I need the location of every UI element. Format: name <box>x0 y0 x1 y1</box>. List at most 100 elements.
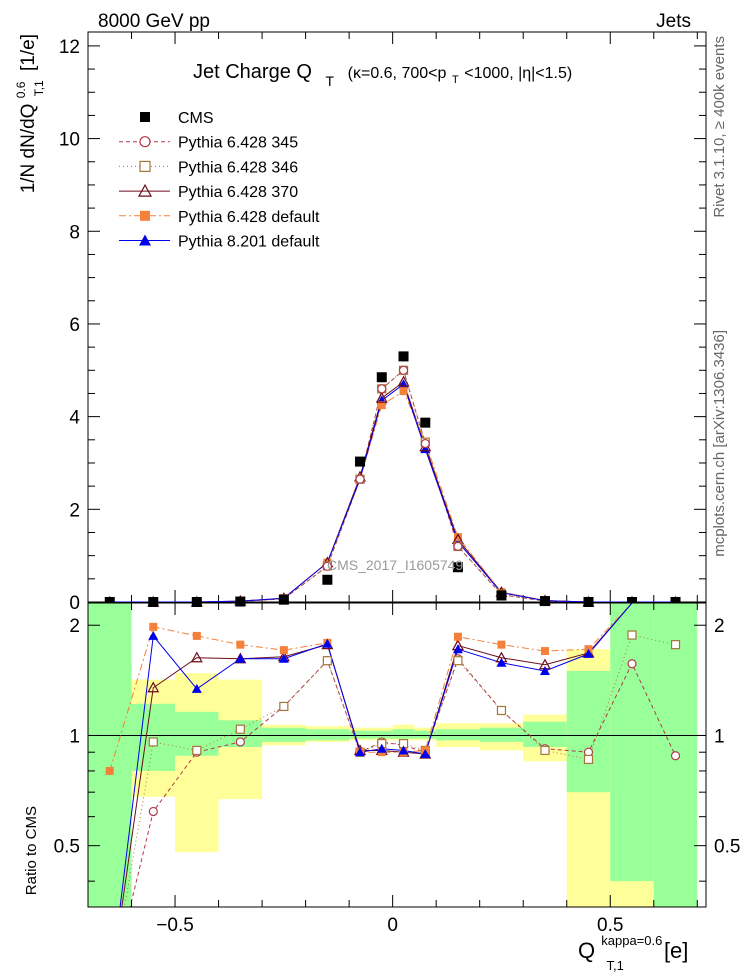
ratio-data-point <box>148 806 158 817</box>
main-data-point <box>453 541 463 551</box>
main-markers-layer <box>103 351 682 607</box>
legend-label: Pythia 6.428 370 <box>178 184 298 201</box>
main-data-point <box>420 417 431 428</box>
ratio-data-point <box>147 681 160 693</box>
legend: CMS Pythia 6.428 345 Pythia 6.428 346 Pythi… <box>119 110 320 251</box>
main-y-tick-label: 0 <box>69 593 80 614</box>
ratio-y-tick-label: 0.5 <box>54 837 80 858</box>
main-data-point <box>398 351 409 362</box>
main-data-point <box>104 597 115 607</box>
ratio-bands <box>88 603 698 907</box>
ratio-band-green <box>479 727 524 742</box>
ratio-data-point <box>453 656 463 666</box>
main-data-point <box>322 561 332 571</box>
main-y-tick-label: 12 <box>59 37 80 58</box>
ratio-band-green <box>349 730 371 739</box>
ratio-series-line <box>129 657 676 907</box>
main-data-point <box>278 594 289 605</box>
main-data-point <box>375 391 388 403</box>
ratio-y-tick-label: 2 <box>69 616 80 637</box>
ratio-data-point <box>148 737 158 747</box>
main-data-point <box>420 438 430 449</box>
ratio-band-green <box>610 603 654 882</box>
ratio-data-point <box>376 743 387 753</box>
main-data-point <box>148 597 159 607</box>
watermark: CMS_2017_I1605749 <box>327 557 463 573</box>
x-axis-label: Q kappa=0.6 T,1 [e] <box>578 925 688 972</box>
legend-item: CMS <box>140 110 214 127</box>
ratio-panel: −0.5 0 0.5 0.5 0.5 1 1 2 2 Ratio to CMS Q kappa… <box>23 602 740 972</box>
header-right: Jets <box>656 11 691 32</box>
x-axis-label-sup: kappa=0.6 <box>601 933 662 948</box>
main-data-point <box>376 372 387 383</box>
ratio-data-point <box>235 653 246 663</box>
ratio-y-ticks: 0.5 0.5 1 1 2 2 <box>54 616 740 882</box>
ratio-data-point <box>539 665 550 675</box>
ratio-data-point <box>149 622 158 631</box>
chart-title-main: Jet Charge Q <box>193 61 312 83</box>
chart-title-cond-end: <1000, |η|<1.5) <box>464 65 572 82</box>
chart-title-cond-sub: T <box>452 74 459 86</box>
main-y-ticks: 0 2 4 6 8 10 12 <box>59 37 706 614</box>
ratio-data-point <box>670 751 681 761</box>
main-data-point <box>235 596 246 607</box>
ratio-data-point <box>105 766 114 775</box>
ratio-band-green <box>305 729 350 741</box>
main-data-point <box>191 597 202 607</box>
ratio-data-point <box>627 630 637 640</box>
x-axis-label-sub: T,1 <box>606 958 623 972</box>
ratio-data-point <box>279 701 289 712</box>
legend-marker <box>140 112 150 122</box>
ratio-data-point <box>279 646 288 655</box>
main-data-point <box>583 597 594 607</box>
main-series-layer <box>109 369 676 602</box>
ratio-data-point <box>235 737 245 747</box>
ratio-band-green <box>523 721 567 747</box>
ratio-data-point <box>452 644 463 654</box>
ratio-band-yellow <box>175 673 219 853</box>
main-data-point <box>496 590 507 601</box>
ratio-x-tick-label: −0.5 <box>156 915 194 936</box>
main-data-point <box>670 597 681 607</box>
ratio-data-point <box>192 745 202 756</box>
main-y-tick-label: 8 <box>69 222 80 243</box>
legend-label: Pythia 8.201 default <box>178 234 320 251</box>
ratio-band-green <box>414 730 437 739</box>
ratio-y-label: Ratio to CMS <box>23 806 40 895</box>
main-data-point <box>453 533 462 542</box>
side-rivet: Rivet 3.1.10, ≥ 400k events <box>711 36 728 218</box>
legend-item: Pythia 6.428 370 <box>119 183 298 201</box>
ratio-band-green <box>370 730 393 739</box>
legend-item: Pythia 6.428 346 <box>119 159 298 176</box>
ratio-x-tick-label: 0.5 <box>597 915 623 936</box>
legend-marker <box>139 234 151 246</box>
ratio-data-point <box>627 659 637 669</box>
side-mcplots: mcplots.cern.ch [arXiv:1306.3436] <box>711 330 728 557</box>
header-left: 8000 GeV pp <box>98 11 210 32</box>
main-data-point <box>452 562 463 573</box>
main-data-point <box>355 456 366 467</box>
ratio-data-point <box>355 747 366 757</box>
main-data-point <box>377 401 386 410</box>
legend-label: CMS <box>178 110 214 127</box>
main-panel: 0 2 4 6 8 10 12 Jet Charge Q T (κ=0.6, 700<p T… <box>14 31 707 614</box>
ratio-y-tick-label-right: 2 <box>714 616 725 637</box>
ratio-data-point <box>583 648 594 658</box>
ratio-markers-layer <box>105 622 681 817</box>
ratio-x-tick-label: 0 <box>387 915 398 936</box>
legend-marker <box>139 136 151 148</box>
ratio-data-point <box>148 630 159 640</box>
ratio-band-green <box>392 729 415 739</box>
main-y-tick-label: 10 <box>59 130 80 151</box>
main-frame <box>87 31 707 603</box>
legend-label: Pythia 6.428 346 <box>178 159 298 176</box>
x-axis-label-main: Q <box>578 938 595 963</box>
main-y-label-main: 1/N dN/dQ <box>18 104 39 194</box>
ratio-data-point <box>322 638 333 648</box>
ratio-y-tick-label-right: 1 <box>714 726 725 747</box>
legend-item: Pythia 6.428 default <box>119 209 320 226</box>
ratio-data-point <box>420 748 431 758</box>
ratio-band-green <box>88 603 132 907</box>
main-data-point <box>398 365 409 375</box>
